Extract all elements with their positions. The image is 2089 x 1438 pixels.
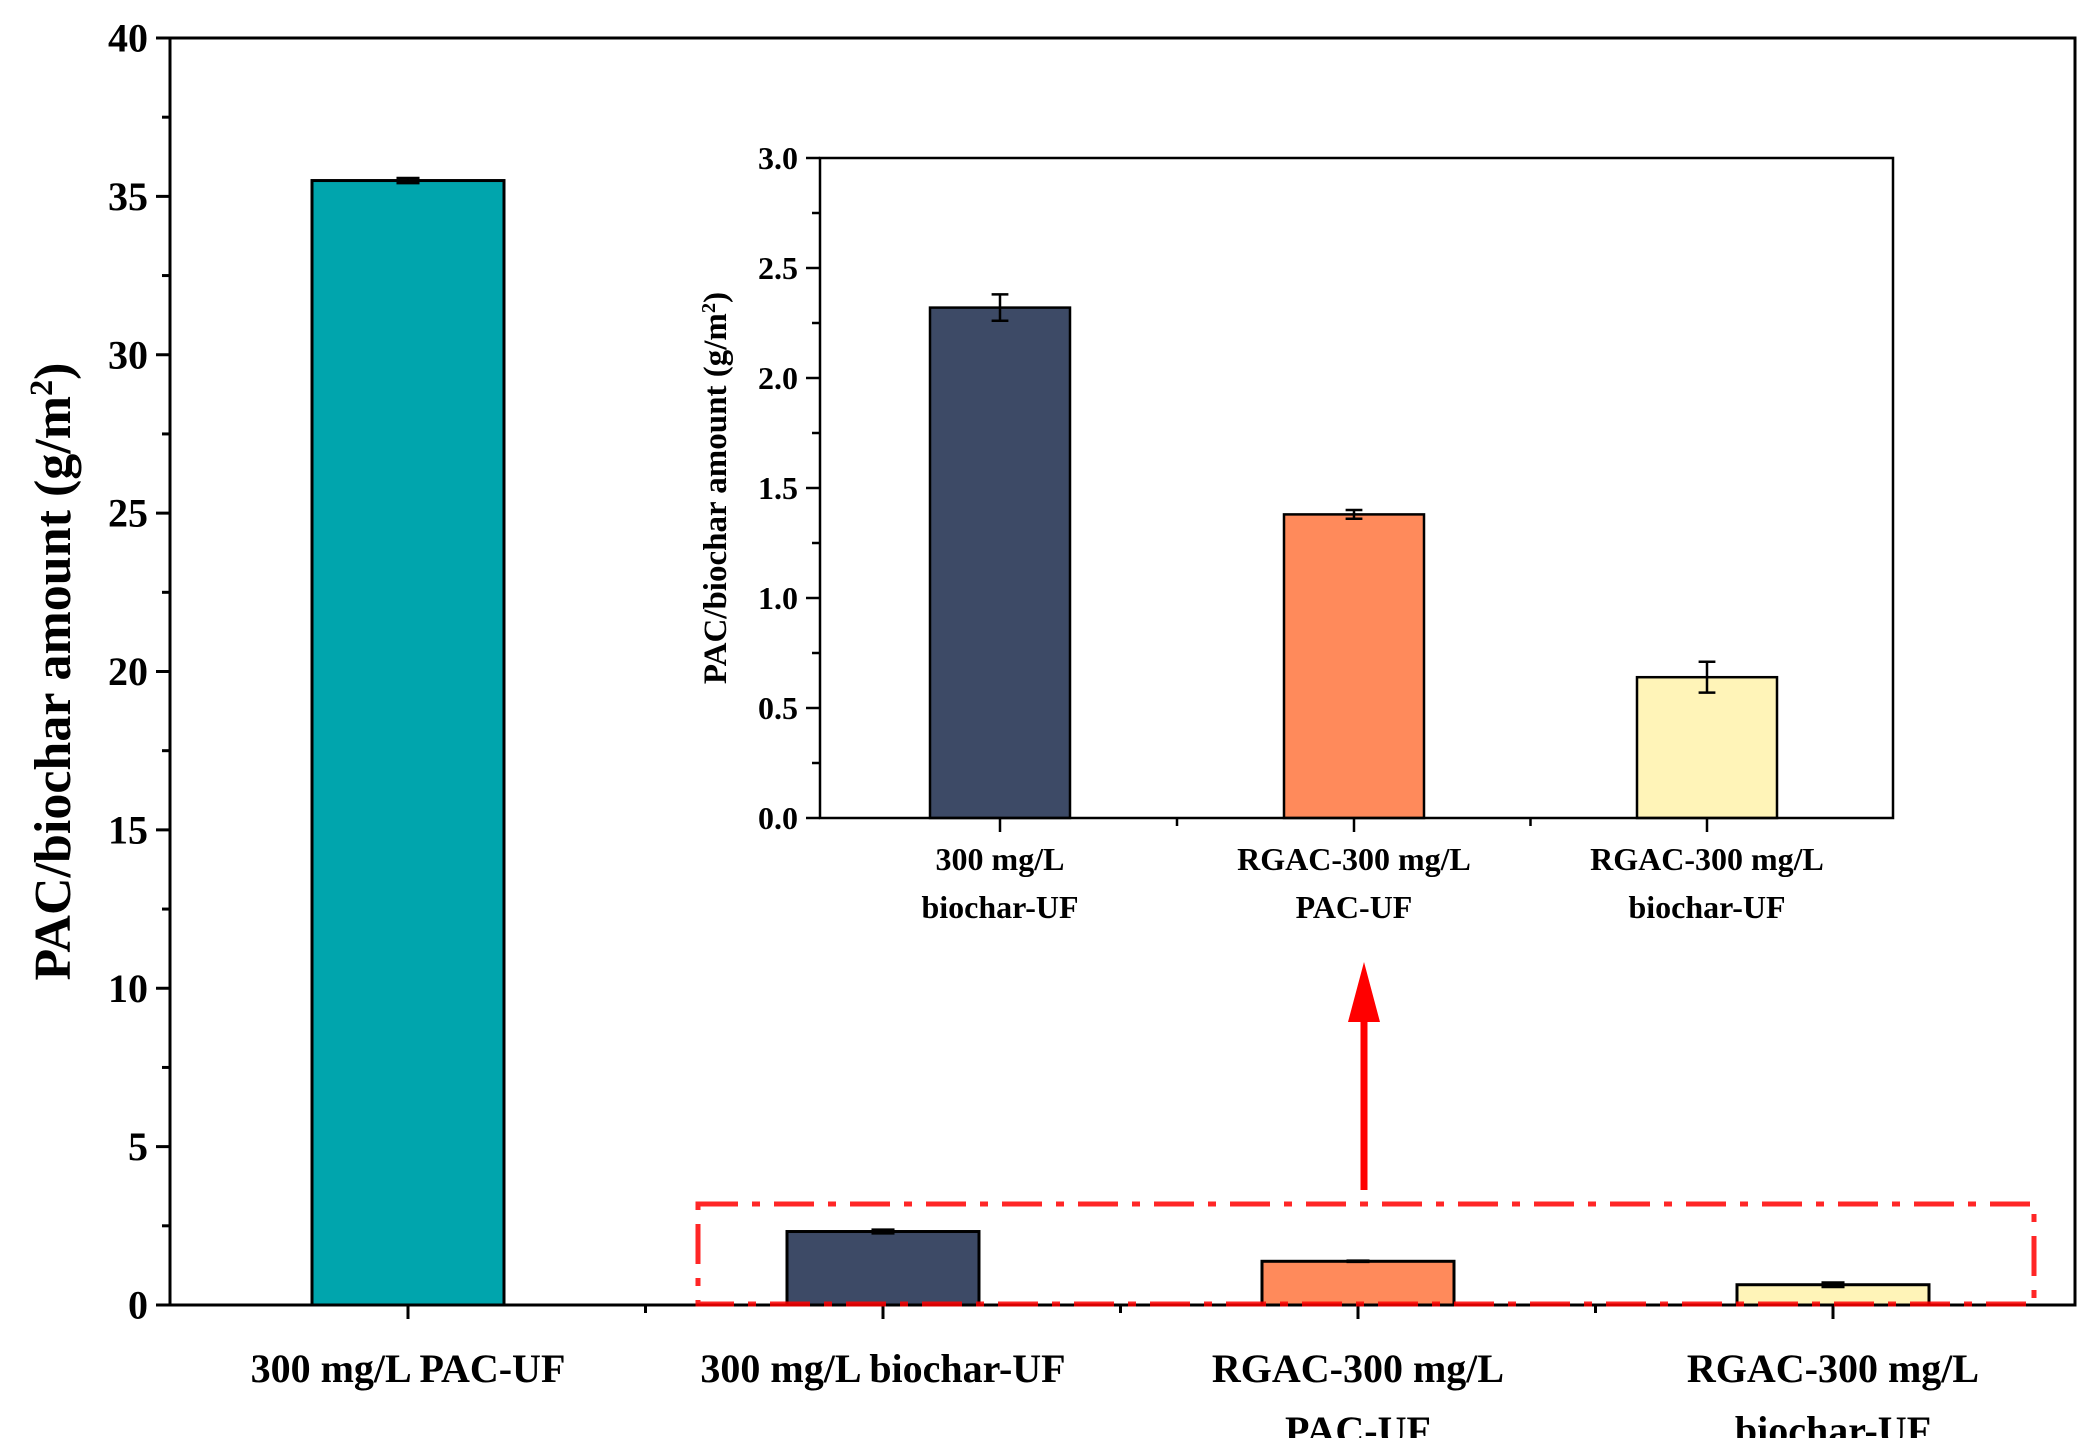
bar-0 (928, 306, 1072, 820)
x-category-label: PAC-UF (1296, 889, 1413, 925)
error-bar-1 (1345, 508, 1363, 521)
y-tick-label: 15 (108, 807, 148, 852)
x-category-label: 300 mg/L PAC-UF (251, 1346, 566, 1391)
y-tick-label: 2.0 (758, 360, 798, 396)
y-tick-label: 0 (128, 1283, 148, 1328)
y-axis-title-text: PAC/biochar amount (g/m (698, 313, 734, 684)
x-category-label: biochar-UF (1628, 889, 1785, 925)
y-axis-title-superscript: 2 (23, 380, 59, 396)
x-category-label: RGAC-300 mg/L (1212, 1346, 1504, 1391)
y-tick-label: 10 (108, 966, 148, 1011)
x-category-label: RGAC-300 mg/L (1237, 841, 1471, 877)
x-category-label: biochar-UF (921, 889, 1078, 925)
x-category-label: PAC-UF (1285, 1408, 1431, 1438)
y-tick-label: 30 (108, 332, 148, 377)
error-bar-2 (1346, 1259, 1370, 1264)
y-axis-title-close: ) (25, 363, 82, 380)
y-tick-label: 0.0 (758, 800, 798, 836)
x-category-label: biochar-UF (1735, 1408, 1931, 1438)
bar-0 (310, 179, 506, 1307)
y-tick-label: 0.5 (758, 690, 798, 726)
y-axis-title-superscript: 2 (698, 303, 720, 313)
bar-2 (1635, 675, 1779, 820)
bar-1 (1282, 513, 1426, 820)
y-tick-label: 1.5 (758, 470, 798, 506)
y-axis-title: PAC/biochar amount (g/m2) (698, 292, 734, 684)
y-tick-label: 35 (108, 174, 148, 219)
x-category-label: 300 mg/L biochar-UF (700, 1346, 1065, 1391)
y-tick-label: 40 (108, 16, 148, 61)
x-category-label: RGAC-300 mg/L (1687, 1346, 1979, 1391)
annotation-layer (695, 962, 2037, 1307)
bar-1 (785, 1230, 981, 1307)
highlight-box (695, 1201, 2037, 1307)
x-category-label: 300 mg/L (936, 841, 1065, 877)
error-bar-3 (1821, 1281, 1845, 1289)
error-bar-2 (1698, 660, 1716, 694)
y-axis-title: PAC/biochar amount (g/m2) (23, 363, 82, 981)
y-axis-title-close: ) (698, 292, 734, 303)
error-bar-0 (991, 293, 1009, 323)
y-tick-label: 20 (108, 649, 148, 694)
y-tick-label: 3.0 (758, 140, 798, 176)
main-chart: 0 5 10 15 20 25 30 35 40 300 mg/L PAC-UF 300 mg/L … (23, 16, 2077, 1438)
x-category-label: RGAC-300 mg/L (1590, 841, 1824, 877)
y-tick-label: 25 (108, 491, 148, 536)
bar-2 (1260, 1259, 1456, 1307)
y-tick-label: 2.5 (758, 250, 798, 286)
y-tick-label: 1.0 (758, 580, 798, 616)
arrow-head (1348, 962, 1380, 1022)
error-bar-0 (396, 176, 420, 185)
error-bar-1 (871, 1228, 895, 1235)
y-tick-label: 5 (128, 1124, 148, 1169)
inset-chart: 0.0 0.5 1.0 1.5 2.0 2.5 3.0 300 mg/L biochar-UF R… (690, 140, 1950, 940)
y-axis-title-text: PAC/biochar amount (g/m (25, 396, 82, 981)
